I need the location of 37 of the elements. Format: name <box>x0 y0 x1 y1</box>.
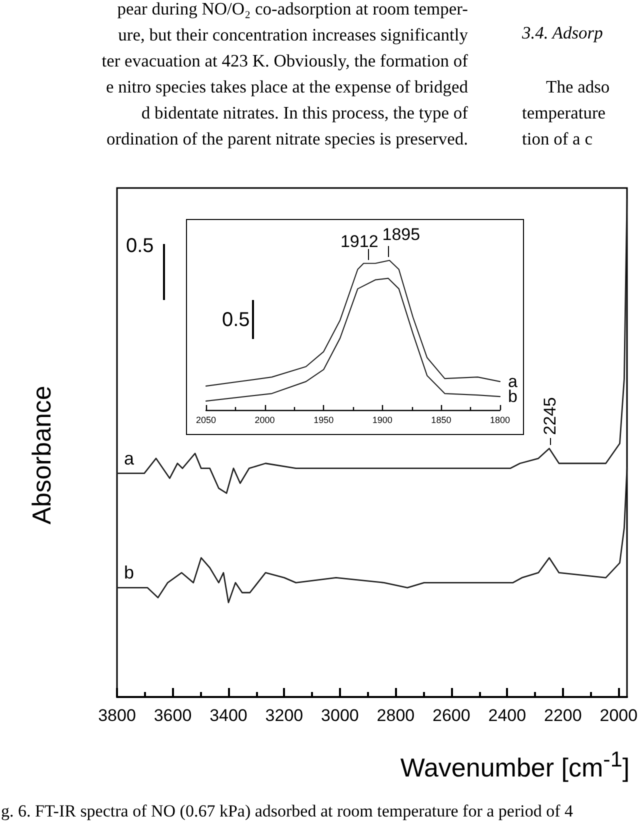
x-tick-label: 3000 <box>321 706 359 726</box>
annotation: 2245 <box>540 398 560 436</box>
series-label: b <box>124 562 134 583</box>
annotation: 1895 <box>382 225 420 244</box>
y-axis-title: Absorbance <box>26 386 58 524</box>
text: 3.4. Adsorp <box>522 22 603 43</box>
x-tick-label: 2600 <box>432 706 470 726</box>
annotation: 0.5 <box>126 235 154 257</box>
x-tick-label: 2800 <box>376 706 415 726</box>
text: tion of a c <box>522 128 592 149</box>
x-tick-label: 1950 <box>314 414 334 425</box>
x-axis-title: Wavenumber [cm$^{-1}$] <box>400 746 630 784</box>
x-tick-label: 2000 <box>254 414 275 425</box>
x-tick-label: 3800 <box>98 706 136 726</box>
x-tick-label: 3400 <box>210 706 248 726</box>
text: temperature <box>522 102 606 123</box>
x-tick-label: 2400 <box>488 706 526 726</box>
text: The adso <box>546 76 610 97</box>
text: ure, but their concentration increases significantly <box>118 24 468 45</box>
x-tick-label: 2050 <box>196 414 216 425</box>
annotation: 0.5 <box>222 309 250 331</box>
series-label: b <box>508 387 518 406</box>
x-tick-label: 3600 <box>154 706 192 726</box>
x-tick-label: 1900 <box>372 414 392 425</box>
x-tick-label: 2000 <box>600 706 638 726</box>
text: pear during NO/O₂ co-adsorption at room temper- <box>117 0 468 19</box>
series-label: a <box>124 448 135 468</box>
text: e nitro species takes place at the expense of bridged <box>106 76 468 97</box>
x-tick-label: 1800 <box>490 414 510 425</box>
x-tick-label: 3200 <box>265 706 304 726</box>
x-tick-label: 1850 <box>431 414 452 425</box>
annotation: 1912 <box>340 232 378 252</box>
text: d bidentate nitrates. In this process, the type of <box>141 102 468 123</box>
text: g. 6. FT-IR spectra of NO (0.67 kPa) adsorbed at room temperature for a period of 4 <box>1 802 574 822</box>
text: ordination of the parent nitrate species is preserved. <box>106 128 468 149</box>
x-tick-label: 2200 <box>544 706 582 726</box>
text: ter evacuation at 423 K. Obviously, the formation of <box>102 50 468 71</box>
